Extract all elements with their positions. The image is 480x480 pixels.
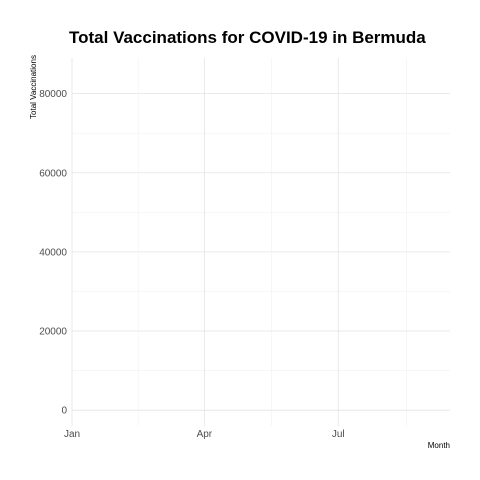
x-tick-label: Apr [197, 429, 213, 440]
x-axis-title: Month [428, 441, 450, 450]
chart-title: Total Vaccinations for COVID-19 in Bermu… [69, 28, 426, 47]
y-tick-label: 60000 [39, 168, 67, 179]
y-tick-label: 40000 [39, 247, 67, 258]
y-axis-title: Total Vaccinations [29, 55, 38, 119]
x-tick-label: Jan [64, 429, 80, 440]
y-tick-label: 80000 [39, 89, 67, 100]
plot-grid [71, 58, 450, 426]
x-axis-ticks: Jan Apr Jul [64, 429, 345, 440]
y-axis-ticks: 0 20000 40000 60000 80000 [39, 89, 67, 417]
y-tick-label: 0 [61, 406, 67, 417]
x-tick-label: Jul [332, 429, 345, 440]
y-tick-label: 20000 [39, 327, 67, 338]
